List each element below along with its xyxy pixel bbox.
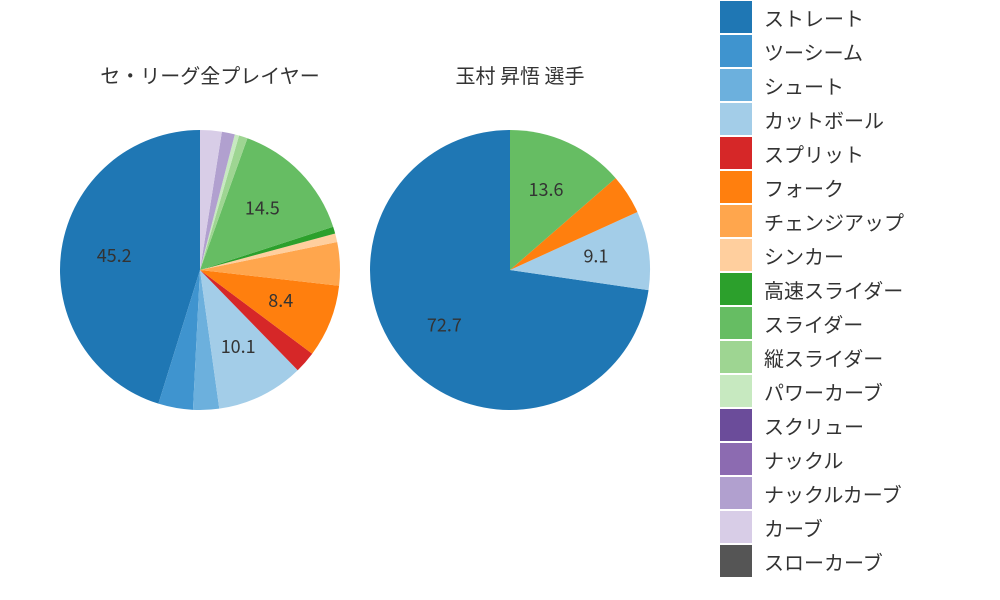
pie-slice — [200, 134, 239, 270]
pie-slice-label: 72.7 — [427, 312, 462, 338]
legend-swatch — [720, 35, 752, 67]
pie-slice-label: 13.6 — [528, 176, 563, 202]
legend-label: 高速スライダー — [764, 275, 903, 304]
legend-swatch — [720, 1, 752, 33]
legend-swatch — [720, 69, 752, 101]
legend-swatch — [720, 341, 752, 373]
legend-label: シンカー — [764, 241, 844, 270]
legend-label: カットボール — [764, 105, 884, 134]
pie-slice — [510, 178, 637, 270]
pie-slice-label: 14.5 — [245, 194, 280, 220]
legend-swatch — [720, 375, 752, 407]
legend-item: スローカーブ — [720, 544, 980, 578]
legend-swatch — [720, 205, 752, 237]
legend-swatch — [720, 103, 752, 135]
pie-slice-label: 10.1 — [221, 333, 256, 359]
pie-slice-label: 8.4 — [268, 287, 293, 313]
pie2-title: 玉村 昇悟 選手 — [370, 60, 670, 89]
chart-stage: セ・リーグ全プレイヤー 玉村 昇悟 選手 45.2 10.1 8.4 14.5 72.… — [0, 0, 1000, 600]
pie-slice — [200, 233, 337, 270]
pie-slice — [200, 130, 222, 270]
legend-label: スローカーブ — [764, 547, 883, 576]
legend-item: ナックル — [720, 442, 980, 476]
legend-swatch — [720, 307, 752, 339]
legend-item: シュート — [720, 68, 980, 102]
legend-item: 高速スライダー — [720, 272, 980, 306]
legend-item: チェンジアップ — [720, 204, 980, 238]
legend-label: チェンジアップ — [764, 207, 904, 236]
legend-label: ナックルカーブ — [764, 479, 902, 508]
legend-item: パワーカーブ — [720, 374, 980, 408]
legend-label: スクリュー — [764, 411, 864, 440]
legend-swatch — [720, 409, 752, 441]
legend-item: カットボール — [720, 102, 980, 136]
legend-item: フォーク — [720, 170, 980, 204]
pie-slice — [158, 270, 200, 410]
pie-slice — [510, 212, 650, 290]
legend-swatch — [720, 171, 752, 203]
legend-label: ナックル — [764, 445, 843, 474]
legend-label: スライダー — [764, 309, 863, 338]
pie-slice — [370, 130, 649, 410]
legend-item: ツーシーム — [720, 34, 980, 68]
legend-item: スクリュー — [720, 408, 980, 442]
pie1-title: セ・リーグ全プレイヤー — [60, 60, 360, 89]
pie-slice — [193, 270, 219, 410]
legend-label: 縦スライダー — [764, 343, 883, 372]
legend-swatch — [720, 273, 752, 305]
legend: ストレートツーシームシュートカットボールスプリットフォークチェンジアップシンカー… — [720, 0, 980, 578]
legend-label: スプリット — [764, 139, 864, 168]
pie-slice — [200, 136, 247, 270]
legend-swatch — [720, 137, 752, 169]
pie-slice — [200, 270, 339, 354]
pie-slice — [510, 130, 616, 270]
legend-label: ストレート — [764, 3, 864, 32]
legend-label: ツーシーム — [764, 37, 863, 66]
pie-slice — [200, 242, 340, 286]
pie-slice — [200, 270, 298, 409]
legend-label: フォーク — [764, 173, 844, 202]
legend-item: シンカー — [720, 238, 980, 272]
legend-item: 縦スライダー — [720, 340, 980, 374]
legend-swatch — [720, 511, 752, 543]
pie-slice — [200, 138, 333, 270]
legend-label: シュート — [764, 71, 844, 100]
legend-label: カーブ — [764, 513, 823, 542]
legend-swatch — [720, 477, 752, 509]
pie-slice — [200, 132, 235, 270]
legend-item: カーブ — [720, 510, 980, 544]
pie-slice — [60, 130, 200, 404]
legend-item: ナックルカーブ — [720, 476, 980, 510]
pie-slice — [200, 227, 335, 270]
legend-item: ストレート — [720, 0, 980, 34]
pie-slice-label: 45.2 — [97, 242, 132, 268]
legend-swatch — [720, 239, 752, 271]
legend-item: スライダー — [720, 306, 980, 340]
legend-label: パワーカーブ — [764, 377, 883, 406]
pie-slice — [200, 270, 312, 370]
legend-swatch — [720, 545, 752, 577]
legend-item: スプリット — [720, 136, 980, 170]
pie-slice-label: 9.1 — [583, 243, 608, 269]
legend-swatch — [720, 443, 752, 475]
